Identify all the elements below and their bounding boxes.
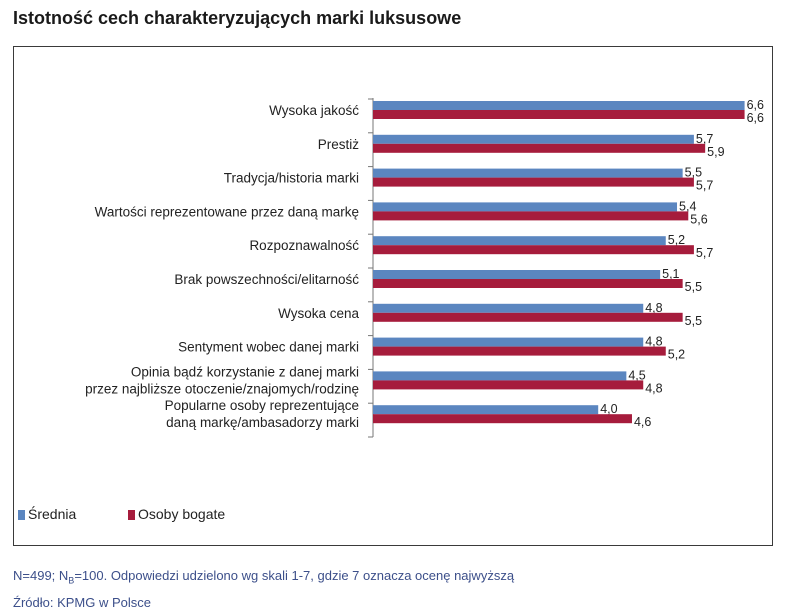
category-label: Tradycja/historia marki	[224, 171, 359, 186]
bar-osoby-bogate	[373, 312, 683, 322]
data-label: 4,0	[600, 402, 617, 416]
bar-osoby-bogate	[373, 177, 694, 187]
bar-osoby-bogate	[373, 211, 689, 221]
data-label: 6,6	[747, 98, 764, 112]
legend-label: Osoby bogate	[138, 506, 225, 522]
chart-frame	[13, 46, 773, 546]
footnote-sample-text-2: =100. Odpowiedzi udzielono wg skali 1-7,…	[74, 568, 515, 583]
data-label: 5,6	[690, 212, 707, 226]
data-label: 5,2	[668, 233, 685, 247]
bar-osoby-bogate	[373, 414, 632, 424]
footnote-sample-subscript: B	[68, 575, 75, 586]
category-label: Prestiż	[318, 137, 360, 152]
data-label: 5,7	[696, 132, 713, 146]
bar-osoby-bogate	[373, 245, 694, 255]
data-label: 5,5	[685, 280, 702, 294]
category-label: przez najbliższe otoczenie/znajomych/rod…	[85, 381, 359, 396]
category-label: Wysoka jakość	[269, 103, 359, 118]
category-label: Wartości reprezentowane przez daną markę	[95, 204, 359, 219]
footnote-sample: N=499; NB=100. Odpowiedzi udzielono wg s…	[13, 568, 514, 586]
category-label: daną markę/ambasadorzy marki	[166, 415, 359, 430]
data-label: 5,9	[707, 145, 724, 159]
bar-osoby-bogate	[373, 380, 644, 390]
legend-swatch	[128, 510, 135, 520]
data-label: 5,4	[679, 199, 696, 213]
data-label: 5,2	[668, 348, 685, 362]
chart-title: Istotność cech charakteryzujących marki …	[13, 8, 462, 28]
footnote-source: Źródło: KPMG w Polsce	[13, 595, 151, 610]
bar-srednia	[373, 371, 627, 381]
bar-osoby-bogate	[373, 110, 745, 119]
data-label: 5,1	[662, 267, 679, 281]
data-label: 5,7	[696, 246, 713, 260]
bar-srednia	[373, 202, 678, 212]
bar-srednia	[373, 337, 644, 347]
category-label: Wysoka cena	[278, 306, 359, 321]
category-label: Popularne osoby reprezentujące	[165, 398, 359, 413]
footnote-sample-text: N=499; N	[13, 568, 69, 583]
category-label: Sentyment wobec danej marki	[178, 340, 359, 355]
data-label: 4,5	[628, 368, 645, 382]
data-label: 5,5	[685, 166, 702, 180]
category-label: Brak powszechności/elitarność	[174, 272, 359, 287]
category-label: Opinia bądź korzystanie z danej marki	[131, 364, 359, 379]
legend-swatch	[18, 510, 25, 520]
data-label: 4,6	[634, 415, 651, 429]
data-label: 6,6	[747, 111, 764, 125]
data-label: 4,8	[645, 335, 662, 349]
bar-osoby-bogate	[373, 143, 706, 153]
legend-label: Średnia	[28, 505, 76, 522]
data-label: 5,5	[685, 314, 702, 328]
bar-srednia	[373, 303, 644, 313]
bar-srednia	[373, 236, 666, 246]
data-label: 4,8	[645, 381, 662, 395]
category-label: Rozpoznawalność	[249, 238, 359, 253]
bar-osoby-bogate	[373, 346, 666, 356]
data-label: 4,8	[645, 301, 662, 315]
data-label: 5,7	[696, 179, 713, 193]
bar-osoby-bogate	[373, 279, 683, 288]
bar-srednia	[373, 405, 599, 415]
bar-srednia	[373, 270, 661, 279]
bar-srednia	[373, 168, 683, 178]
bar-srednia	[373, 134, 694, 144]
bar-srednia	[373, 101, 745, 110]
